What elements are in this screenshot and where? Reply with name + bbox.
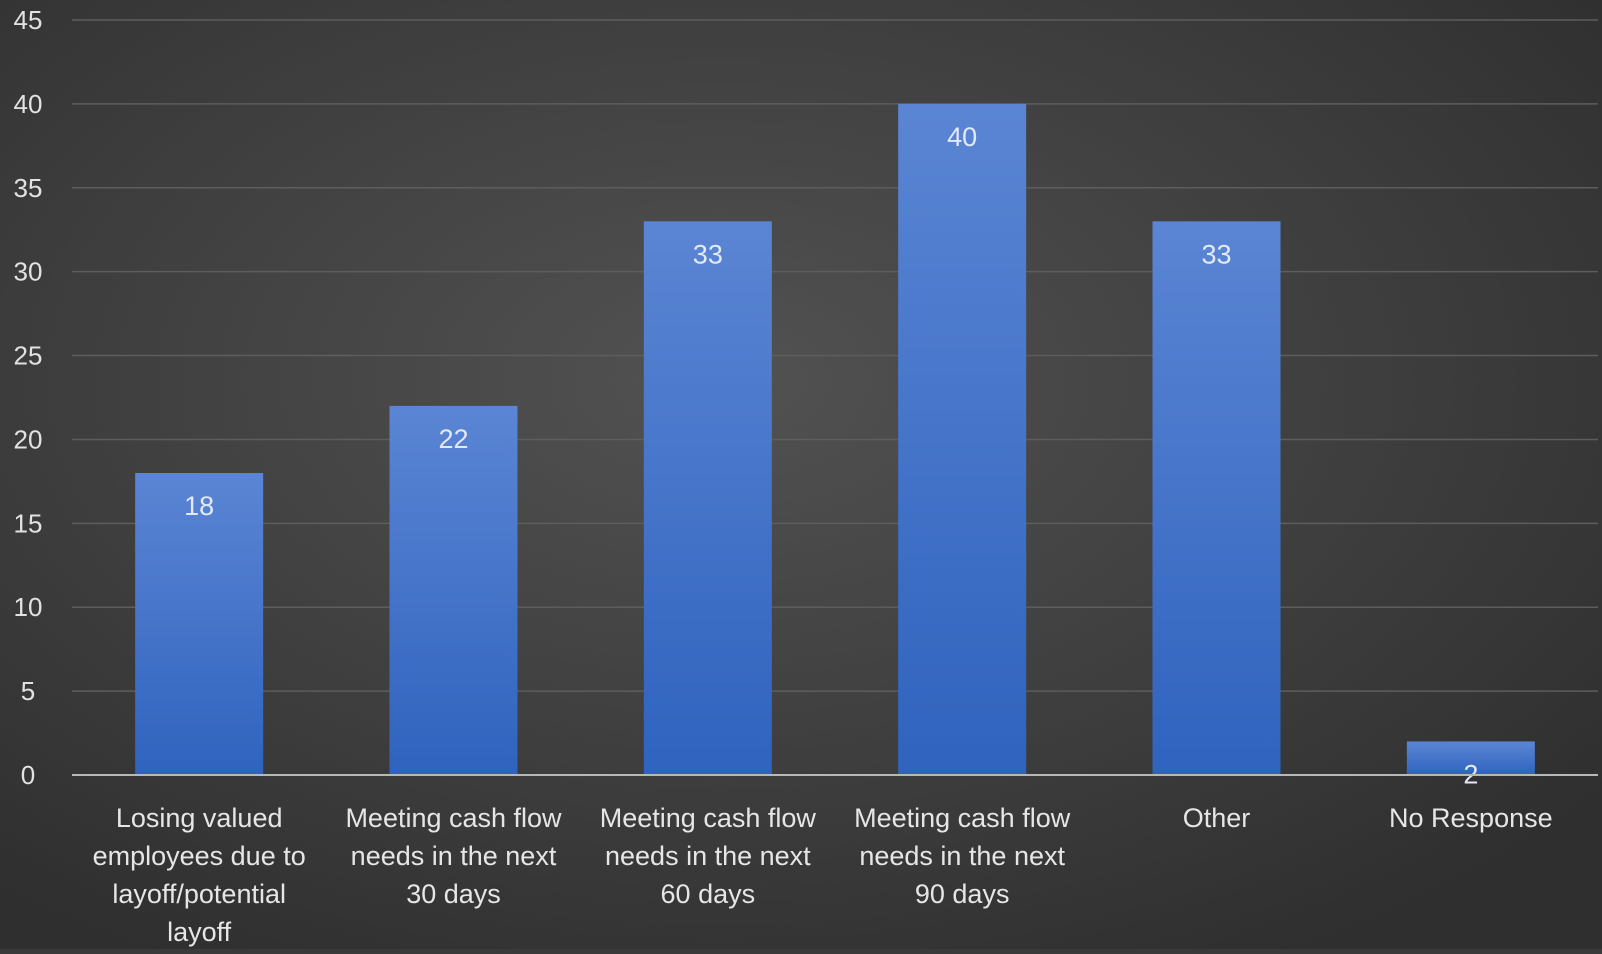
data-label: 33	[693, 239, 723, 269]
x-category-label: Meeting cash flow needs in the next 90 day…	[854, 803, 1071, 909]
x-category-label: No Response	[1389, 803, 1553, 833]
y-tick-label: 0	[21, 760, 35, 790]
bar	[1152, 221, 1281, 776]
y-tick-label: 20	[14, 424, 43, 454]
bars	[135, 103, 1535, 776]
y-tick-label: 25	[14, 341, 43, 371]
x-category-label: Other	[1183, 803, 1251, 833]
data-label: 33	[1201, 239, 1231, 269]
bar	[135, 473, 264, 775]
x-category-label: Meeting cash flow needs in the next 60 day…	[600, 803, 817, 909]
bar	[643, 221, 772, 776]
y-tick-label: 35	[14, 173, 43, 203]
y-tick-label: 5	[21, 676, 35, 706]
data-label: 18	[184, 491, 214, 521]
bar	[1406, 741, 1535, 775]
bar	[389, 405, 518, 775]
y-tick-label: 30	[14, 257, 43, 287]
data-label: 40	[947, 122, 977, 152]
x-category-label: Losing valued employees due to layoff/pote…	[93, 803, 306, 947]
x-axis-categories: Losing valued employees due to layoff/pote…	[93, 803, 1553, 947]
y-tick-label: 10	[14, 592, 43, 622]
x-category-label: Meeting cash flow needs in the next 30 day…	[345, 803, 562, 909]
gridlines	[72, 19, 1598, 692]
data-label: 22	[438, 424, 468, 454]
y-tick-label: 45	[14, 5, 43, 35]
y-tick-label: 15	[14, 508, 43, 538]
bar	[898, 103, 1027, 775]
y-tick-label: 40	[14, 89, 43, 119]
y-axis-ticks: 0 5 10 15 20 25 30 35 40 45	[14, 5, 43, 790]
